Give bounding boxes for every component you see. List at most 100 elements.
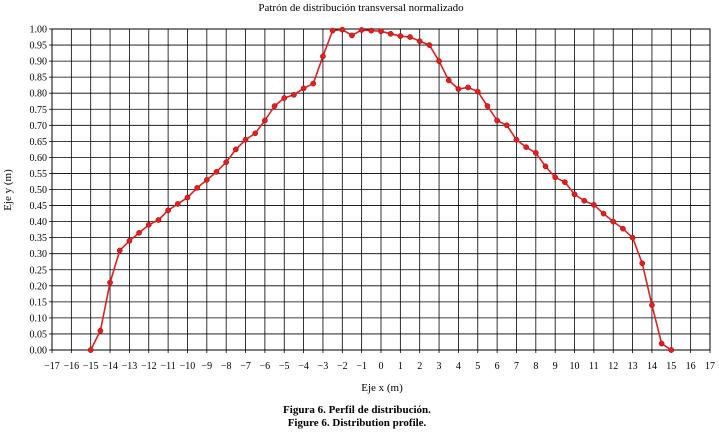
x-tick-label: 11 [589, 361, 599, 372]
data-point [87, 347, 94, 353]
x-tick-label: −9 [202, 361, 213, 372]
x-tick-label: 0 [379, 361, 384, 372]
data-point [271, 103, 278, 109]
y-tick-label: 0.10 [30, 313, 48, 324]
data-point [532, 150, 539, 156]
y-tick-label: 0.20 [30, 281, 48, 292]
data-point [620, 225, 626, 232]
y-axis-ticks: 0.00 0.05 0.10 0.15 0.20 0.25 0.30 0.35 0.40 0.45… [30, 25, 52, 357]
data-point [184, 194, 191, 201]
x-tick-label: 8 [533, 361, 538, 372]
x-tick-label: −10 [180, 361, 196, 372]
data-point [426, 42, 433, 48]
x-axis-label: Eje x (m) [361, 382, 403, 394]
data-point [165, 207, 171, 214]
x-tick-label: −7 [240, 361, 251, 372]
y-tick-label: 0.75 [30, 105, 48, 116]
x-tick-label: −1 [356, 361, 367, 372]
data-point [552, 174, 559, 181]
x-axis-ticks: −17 −16 −15 −14 −13 −12 −11 −10 −9 −8 −7 −6 −5 −4 −3 −2… [44, 350, 715, 372]
x-tick-label: −11 [160, 361, 175, 372]
data-point [629, 234, 636, 241]
x-tick-label: −17 [44, 361, 60, 372]
data-point [416, 38, 423, 45]
data-point [136, 229, 142, 236]
data-point [445, 77, 452, 84]
x-tick-label: 9 [553, 361, 558, 372]
y-tick-label: 0.30 [30, 249, 48, 260]
y-tick-label: 0.85 [30, 73, 48, 84]
data-point [474, 88, 481, 95]
y-tick-label: 0.00 [30, 346, 48, 357]
data-point [600, 210, 607, 217]
x-tick-label: −16 [64, 361, 80, 372]
data-point [542, 163, 549, 170]
data-point [213, 168, 220, 175]
data-point [310, 80, 317, 87]
data-point [126, 238, 133, 244]
data-point [562, 179, 568, 185]
y-tick-label: 0.65 [30, 137, 48, 148]
data-point [174, 201, 181, 207]
data-point [242, 136, 249, 143]
data-point [397, 33, 404, 39]
x-tick-label: 13 [628, 361, 638, 372]
y-axis-label: Eje y (m) [2, 169, 14, 211]
data-point [639, 260, 646, 267]
data-point [455, 86, 462, 92]
data-point [368, 27, 375, 34]
data-point [581, 197, 588, 204]
y-tick-label: 0.90 [30, 57, 48, 68]
x-tick-label: 4 [456, 361, 461, 372]
data-point [436, 58, 442, 64]
data-point [300, 85, 307, 92]
data-point [116, 247, 123, 254]
y-tick-label: 0.80 [30, 89, 48, 100]
data-point [262, 117, 268, 124]
x-tick-label: −6 [260, 361, 271, 372]
y-tick-label: 0.15 [30, 297, 48, 308]
data-point [281, 95, 288, 101]
x-tick-label: 12 [608, 361, 618, 372]
data-point [145, 221, 152, 228]
x-tick-label: 7 [514, 361, 519, 372]
y-tick-label: 0.70 [30, 121, 48, 132]
x-tick-label: −13 [122, 361, 138, 372]
data-point [591, 202, 597, 208]
x-tick-label: 3 [437, 361, 442, 372]
x-tick-label: −15 [83, 361, 99, 372]
y-tick-label: 0.05 [30, 329, 48, 340]
x-tick-label: 10 [570, 361, 580, 372]
data-point [513, 136, 520, 143]
data-point [571, 191, 578, 198]
data-point [523, 144, 529, 150]
data-point [358, 27, 365, 33]
y-tick-label: 0.40 [30, 217, 48, 228]
data-point [252, 130, 259, 137]
x-tick-label: 17 [705, 361, 715, 372]
x-tick-label: −2 [337, 361, 348, 372]
data-point [378, 28, 384, 35]
x-tick-label: −5 [279, 361, 290, 372]
x-tick-label: −4 [298, 361, 309, 372]
y-tick-label: 0.35 [30, 233, 48, 244]
data-point [484, 103, 491, 109]
x-tick-label: 5 [475, 361, 480, 372]
y-tick-label: 0.50 [30, 185, 48, 196]
data-point [349, 32, 355, 39]
data-point [610, 218, 617, 225]
series-group [87, 26, 675, 353]
data-point [291, 91, 297, 98]
data-point [658, 340, 665, 347]
x-tick-label: −3 [318, 361, 329, 372]
y-tick-label: 1.00 [30, 25, 48, 36]
data-point [223, 159, 230, 166]
data-point [97, 327, 104, 334]
data-point [465, 84, 471, 91]
x-tick-label: −12 [141, 361, 157, 372]
caption-line-2: Figure 6. Distribution profile. [288, 417, 427, 429]
data-point [503, 122, 510, 129]
y-tick-label: 0.55 [30, 169, 48, 180]
y-tick-label: 0.45 [30, 201, 48, 212]
